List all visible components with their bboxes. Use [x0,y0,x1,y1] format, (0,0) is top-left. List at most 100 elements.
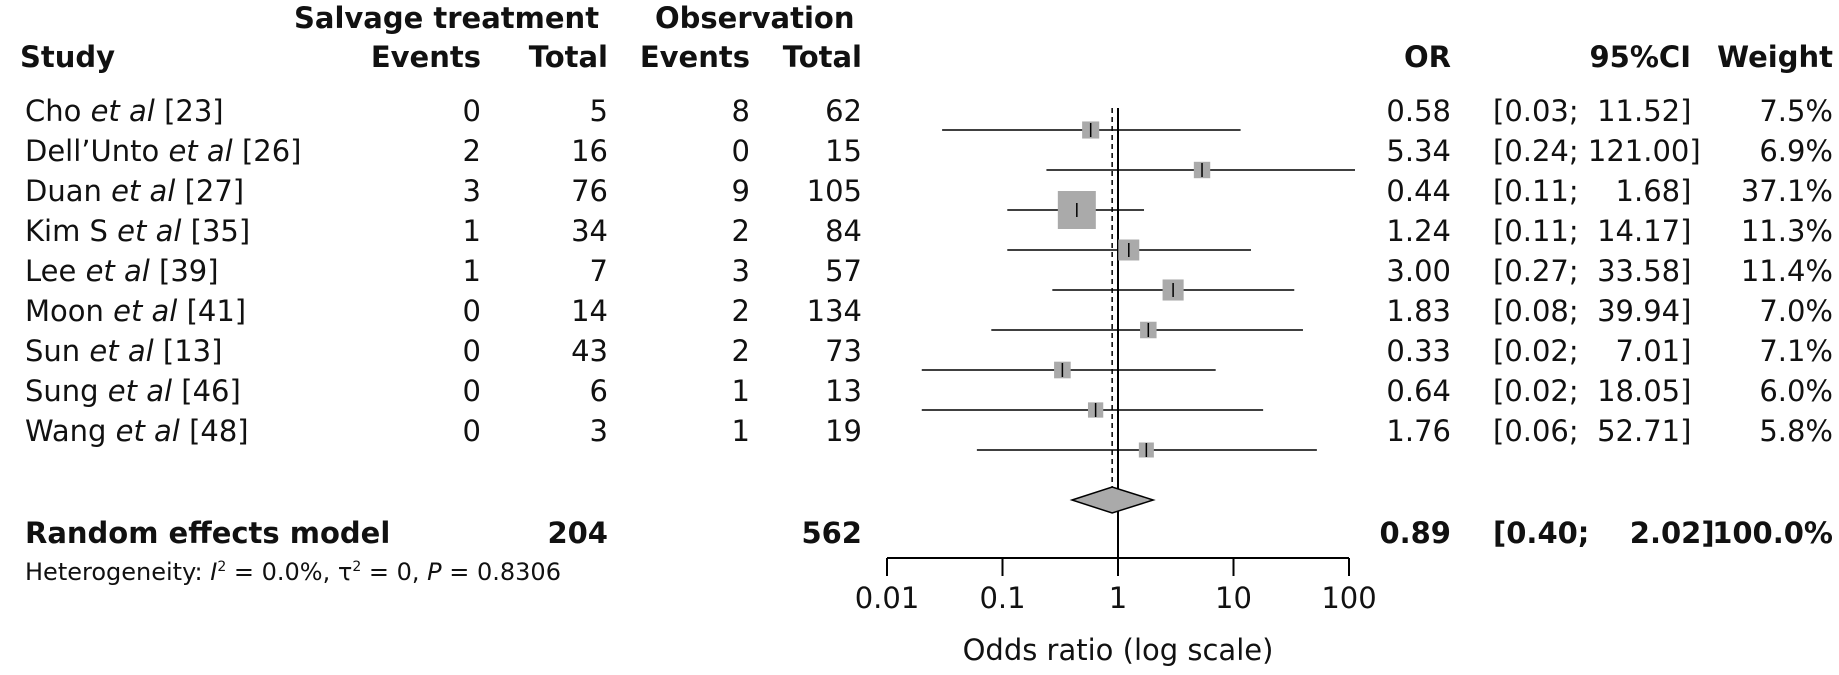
study-reference: [46] [181,374,241,408]
et-al: et al [107,374,173,408]
study-name: Duan [25,174,102,208]
p-value: = 0.8306 [441,558,561,586]
study-label: Wang et al [48] [25,417,249,446]
events-observation: 2 [731,294,750,328]
total-salvage: 16 [571,134,608,168]
x-tick-label: 0.1 [979,581,1025,615]
odds-ratio: 0.64 [1386,374,1451,408]
i2-value: = 0.0%, [226,558,338,586]
pooled-diamond [1069,486,1156,514]
study-label: Sung et al [46] [25,377,241,406]
total-observation: 73 [825,334,862,368]
confidence-interval: [0.08; 39.94] [1493,294,1692,328]
heterogeneity-text: Heterogeneity: I2 = 0.0%, τ2 = 0, P = 0.… [25,558,561,586]
total-salvage: 3 [589,414,608,448]
total-observation: 134 [806,294,862,328]
confidence-interval: [0.02; 7.01] [1493,334,1692,368]
study-reference: [41] [186,294,247,328]
events-observation: 2 [731,214,750,248]
study-name: Kim S [25,214,108,248]
pooled-ci: [0.40; 2.02] [1493,516,1715,550]
events-salvage: 2 [462,134,481,168]
total-observation: 57 [825,254,862,288]
total-salvage: 76 [571,174,608,208]
study-label: Dell’Unto et al [26] [25,137,301,166]
pooled-label: Random effects model [25,516,391,550]
total-salvage: 43 [571,334,608,368]
study-label: Lee et al [39] [25,257,219,286]
confidence-interval: [0.11; 14.17] [1493,214,1692,248]
events-observation: 1 [731,414,750,448]
study-reference: [23] [164,94,224,128]
total-observation: 19 [825,414,862,448]
header-total-salvage: Total [528,40,608,74]
pooled-total-salvage: 204 [547,516,608,550]
study-reference: [26] [241,134,302,168]
weight-value: 5.8% [1759,414,1833,448]
confidence-interval: [0.11; 1.68] [1493,174,1692,208]
events-salvage: 0 [462,94,481,128]
events-observation: 3 [731,254,750,288]
study-name: Sung [25,374,99,408]
study-label: Moon et al [41] [25,297,246,326]
weight-value: 7.0% [1759,294,1833,328]
x-axis-label: Odds ratio (log scale) [963,633,1274,667]
study-label: Kim S et al [35] [25,217,250,246]
weight-value: 6.9% [1759,134,1833,168]
events-salvage: 0 [462,414,481,448]
confidence-interval: [0.03; 11.52] [1493,94,1692,128]
total-observation: 84 [825,214,862,248]
tau-value: = 0, [361,558,428,586]
weight-value: 11.4% [1740,254,1833,288]
et-al: et al [90,94,155,128]
et-al: et al [117,214,182,248]
total-salvage: 14 [571,294,608,328]
study-name: Wang [25,414,107,448]
total-observation: 15 [825,134,862,168]
header-observation: Observation [655,1,855,35]
weight-value: 11.3% [1740,214,1833,248]
study-name: Moon [25,294,104,328]
study-name: Cho [25,94,82,128]
events-salvage: 0 [462,334,481,368]
x-tick-label: 100 [1321,581,1376,615]
weight-value: 37.1% [1740,174,1833,208]
et-al: et al [89,334,154,368]
total-salvage: 34 [571,214,608,248]
events-observation: 9 [731,174,750,208]
odds-ratio: 1.24 [1386,214,1451,248]
events-salvage: 3 [462,174,481,208]
total-observation: 62 [825,94,862,128]
confidence-interval: [0.24; 121.00] [1493,134,1701,168]
confidence-interval: [0.06; 52.71] [1493,414,1692,448]
odds-ratio: 1.76 [1386,414,1451,448]
study-name: Sun [25,334,81,368]
total-salvage: 5 [589,94,608,128]
events-salvage: 0 [462,294,481,328]
p-symbol: P [427,558,442,586]
events-observation: 8 [731,94,750,128]
study-reference: [35] [190,214,251,248]
heterogeneity-prefix: Heterogeneity: [25,558,211,586]
x-tick-label: 1 [1109,581,1127,615]
study-label: Cho et al [23] [25,97,224,126]
odds-ratio: 1.83 [1386,294,1451,328]
et-al: et al [115,414,180,448]
events-observation: 2 [731,334,750,368]
header-total-observation: Total [782,40,862,74]
confidence-interval: [0.02; 18.05] [1493,374,1692,408]
weight-value: 7.1% [1759,334,1833,368]
et-al: et al [113,294,178,328]
study-name: Lee [25,254,77,288]
study-reference: [27] [184,174,245,208]
total-observation: 105 [806,174,862,208]
events-observation: 0 [731,134,750,168]
pooled-or: 0.89 [1379,516,1451,550]
et-al: et al [111,174,176,208]
weight-value: 6.0% [1759,374,1833,408]
x-tick-label: 10 [1215,581,1252,615]
odds-ratio: 3.00 [1386,254,1451,288]
study-name: Dell’Unto [25,134,160,168]
pooled-total-observation: 562 [801,516,862,550]
